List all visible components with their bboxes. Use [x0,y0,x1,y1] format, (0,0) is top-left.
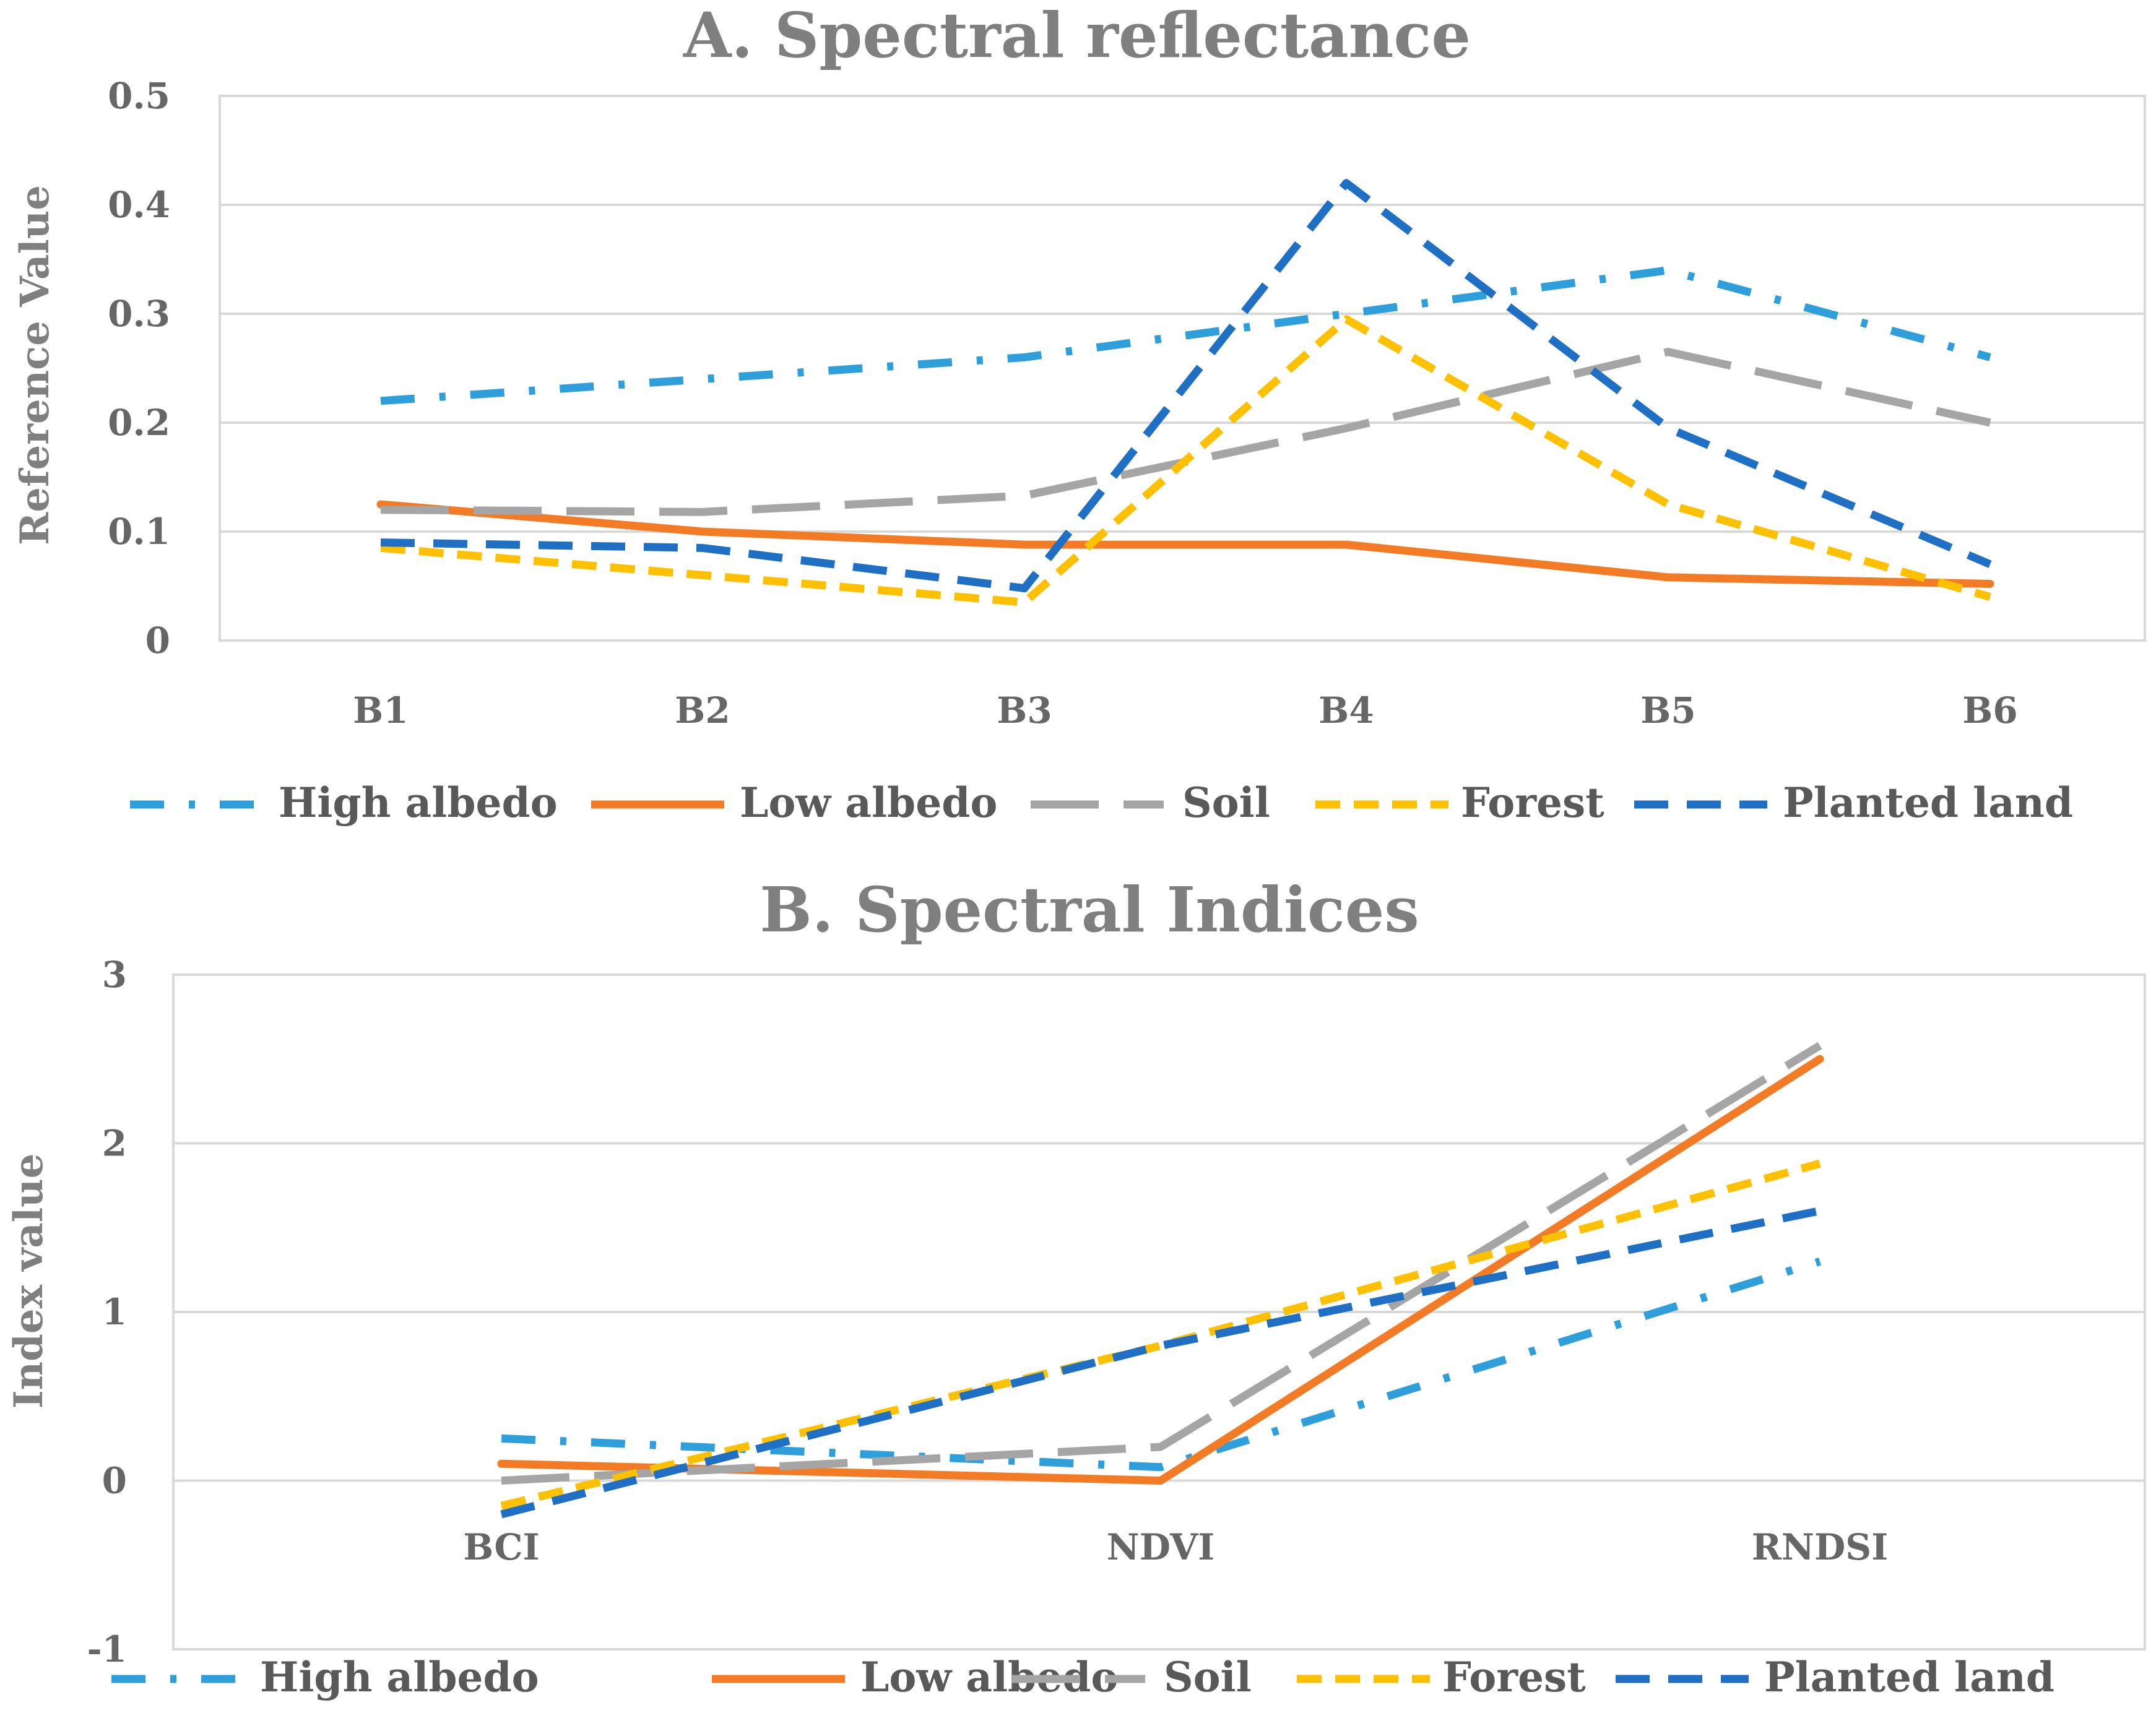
series-line-planted-land [380,179,1992,593]
y-tick-label: 0.5 [108,75,170,117]
chart-a-y-axis-label: Reference Value [12,185,58,545]
chart-b-title: B. Spectral Indices [760,873,1419,946]
chart-a: A. Spectral reflectance 0 0.1 0.2 0.3 0.4 0.5… [12,0,2146,827]
series-line-planted-land [500,1207,1821,1519]
y-tick-label: 3 [102,954,127,996]
legend-label-high-albedo: High albedo [279,779,558,827]
legend-label-planted-land: Planted land [1783,779,2073,827]
legend-label-high-albedo: High albedo [260,1653,539,1701]
legend-label-forest: Forest [1461,779,1604,827]
chart-a-y-axis: 0 0.1 0.2 0.3 0.4 0.5 [108,75,170,662]
series-line-soil [380,348,1991,516]
x-tick-label: RNDSI [1752,1526,1889,1568]
y-tick-label: 0.4 [108,184,170,226]
series-line-forest [500,1159,1821,1510]
x-tick-label: B2 [675,689,730,731]
chart-a-plot-area [219,95,2146,642]
y-tick-label: 0.2 [108,402,170,444]
legend-label-soil: Soil [1182,779,1270,827]
x-tick-label: B1 [353,689,408,731]
series-line-low-albedo [497,1055,1824,1485]
chart-b-gridlines [173,1142,2145,1482]
chart-b-y-axis: -1 0 1 2 3 [87,954,127,1670]
chart-a-gridlines [220,204,2145,533]
chart-a-x-axis: B1 B2 B3 B4 B5 B6 [353,689,2017,731]
series-line-forest [380,315,1991,606]
chart-a-legend: High albedo Low albedo Soil Forest Planted l… [130,779,2073,827]
y-tick-label: 0.1 [108,511,170,553]
chart-a-title: A. Spectral reflectance [683,0,1471,72]
legend-label-soil: Soil [1164,1653,1252,1701]
chart-b-series [497,1042,1824,1519]
y-tick-label: 0 [145,619,170,662]
y-tick-label: 0.3 [108,293,170,335]
y-tick-label: 0 [102,1460,127,1502]
x-tick-label: NDVI [1107,1526,1214,1568]
y-tick-label: -1 [87,1628,127,1670]
legend-label-low-albedo: Low albedo [740,779,997,827]
series-line-high-albedo [501,1258,1821,1472]
series-line-high-albedo [380,266,1991,405]
y-tick-label: 2 [102,1123,127,1165]
x-tick-label: BCI [463,1526,539,1568]
x-tick-label: B6 [1962,689,2017,731]
x-tick-label: B5 [1640,689,1695,731]
legend-label-planted-land: Planted land [1764,1653,2054,1701]
x-tick-label: B3 [997,689,1052,731]
chart-b-legend: High albedo Low albedo Soil Forest Planted l… [111,1653,2054,1701]
chart-b-y-axis-label: Index value [6,1154,52,1409]
x-tick-label: B4 [1318,689,1374,731]
y-tick-label: 1 [102,1291,127,1333]
chart-b-x-axis: BCI NDVI RNDSI [463,1526,1888,1568]
chart-a-series [376,179,1994,606]
series-line-low-albedo [376,500,1994,588]
series-line-soil [501,1042,1822,1485]
legend-label-forest: Forest [1442,1653,1586,1701]
